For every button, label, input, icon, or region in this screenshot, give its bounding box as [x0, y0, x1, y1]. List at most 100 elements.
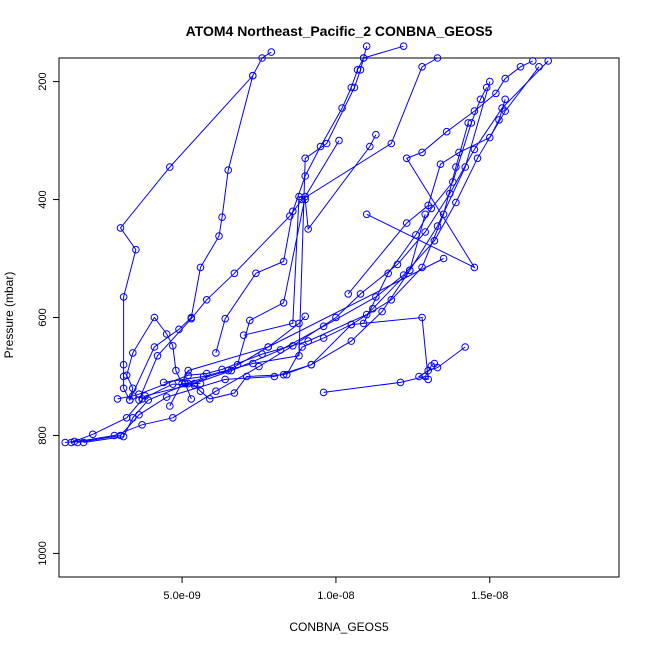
data-point [258, 54, 266, 62]
data-point [319, 388, 328, 397]
y-tick-label: 800 [37, 426, 49, 444]
data-point [255, 362, 263, 371]
data-point [282, 370, 291, 379]
data-point [362, 42, 371, 51]
data-point [224, 166, 232, 174]
data-point [412, 231, 420, 239]
data-point [279, 257, 288, 266]
data-point [359, 319, 368, 328]
data-point [421, 372, 430, 381]
data-point [402, 219, 411, 227]
data-point [289, 342, 297, 350]
data-point [498, 104, 506, 112]
series-line [215, 46, 368, 354]
data-point [129, 349, 137, 357]
data-point [162, 393, 171, 401]
data-point [249, 71, 257, 80]
data-point [442, 127, 451, 136]
data-point [249, 359, 257, 368]
data-point [132, 245, 140, 254]
data-point [187, 313, 196, 322]
data-point [418, 148, 426, 157]
data-point [486, 133, 494, 142]
data-point [347, 337, 356, 345]
data-point [230, 389, 239, 397]
data-point [529, 57, 537, 65]
data-point [169, 342, 177, 350]
data-point [264, 343, 273, 351]
data-point [335, 136, 343, 145]
x-tick-label: 1.5e-08 [471, 590, 508, 602]
data-point [482, 83, 491, 92]
series-line [83, 75, 254, 443]
data-point [384, 269, 393, 278]
data-point [135, 396, 143, 404]
data-point [289, 319, 297, 328]
data-point [449, 178, 457, 186]
data-point [378, 307, 386, 316]
data-point [319, 322, 328, 331]
data-point [113, 395, 122, 403]
data-point [495, 116, 503, 124]
series-line [65, 66, 540, 443]
series-line [184, 258, 444, 400]
series-12 [212, 42, 371, 357]
data-point [316, 142, 325, 151]
series-19 [359, 83, 491, 328]
series-5 [113, 210, 430, 403]
data-point [406, 266, 414, 275]
data-point [119, 293, 128, 301]
data-point [162, 330, 171, 338]
series-8 [126, 48, 276, 404]
series-line [117, 214, 426, 400]
data-point [473, 154, 482, 163]
data-point [418, 313, 426, 322]
data-point [366, 142, 374, 151]
data-point [184, 366, 192, 375]
data-point [233, 360, 242, 369]
data-point [301, 312, 310, 321]
y-tick-label: 600 [37, 308, 49, 326]
data-point [129, 384, 137, 393]
data-point [501, 95, 510, 104]
data-point [307, 360, 316, 369]
data-point [242, 372, 251, 381]
data-point [492, 89, 500, 98]
data-point [199, 372, 208, 381]
data-point [344, 290, 353, 298]
series-line [129, 51, 272, 401]
series-17 [362, 57, 537, 272]
data-point [467, 119, 476, 127]
series-4 [79, 71, 257, 447]
plot-area [61, 42, 553, 447]
data-point [436, 160, 445, 168]
series-10 [166, 312, 310, 410]
data-point [206, 395, 214, 403]
data-point [295, 192, 303, 201]
data-point [387, 296, 396, 304]
series-line [323, 363, 435, 393]
series-line [366, 60, 534, 269]
data-point [126, 396, 134, 404]
data-point [399, 42, 408, 51]
data-point [347, 320, 356, 329]
series-line [138, 57, 438, 401]
data-point [190, 381, 199, 390]
data-point [470, 263, 479, 272]
data-point [239, 331, 248, 340]
x-axis-label: CONBNA_GEOS5 [289, 620, 389, 634]
data-point [267, 48, 276, 56]
series-14 [239, 130, 380, 340]
chart-title: ATOM4 Northeast_Pacific_2 CONBNA_GEOS5 [186, 23, 493, 39]
data-point [196, 387, 205, 396]
data-point [347, 83, 356, 92]
data-point [372, 293, 380, 301]
data-point [402, 154, 411, 163]
data-point [430, 359, 439, 368]
data-point [196, 263, 205, 272]
data-point [421, 210, 430, 219]
data-point [212, 387, 220, 396]
data-point [304, 225, 313, 233]
data-point [252, 269, 260, 278]
